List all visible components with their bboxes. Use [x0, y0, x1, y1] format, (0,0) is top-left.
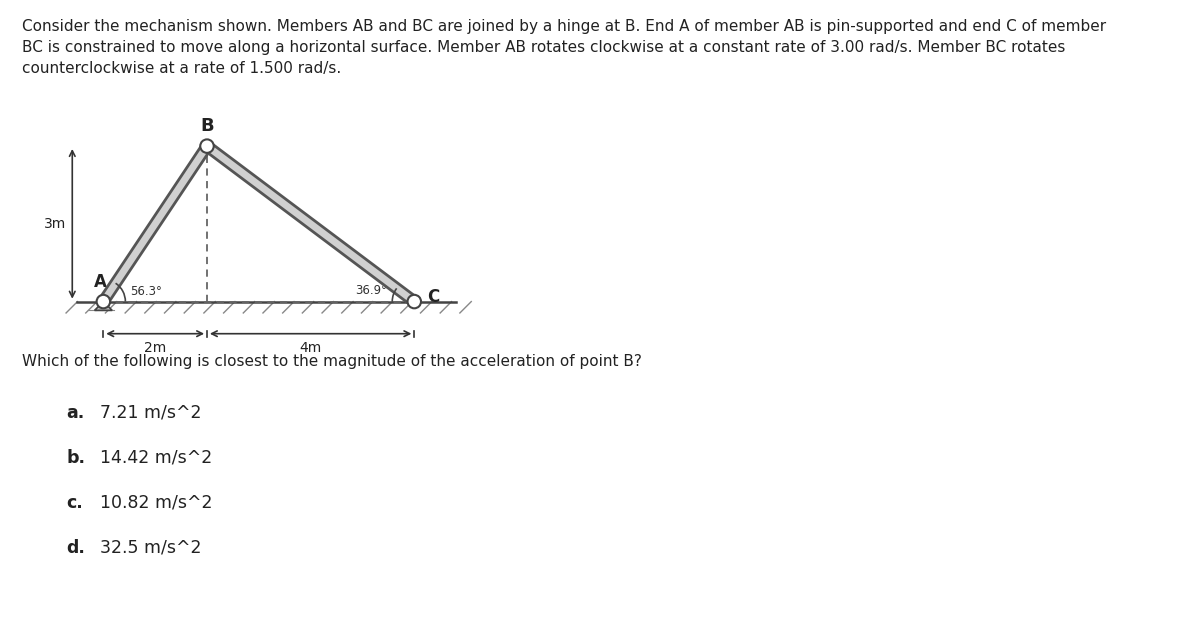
Text: Which of the following is closest to the magnitude of the acceleration of point : Which of the following is closest to the…	[22, 354, 642, 369]
Text: 3m: 3m	[44, 217, 66, 231]
Text: 14.42 m/s^2: 14.42 m/s^2	[100, 449, 212, 467]
Text: c.: c.	[66, 494, 83, 512]
Text: B: B	[200, 116, 214, 135]
Text: Consider the mechanism shown. Members AB and BC are joined by a hinge at B. End : Consider the mechanism shown. Members AB…	[22, 19, 1105, 76]
Text: 7.21 m/s^2: 7.21 m/s^2	[100, 404, 202, 422]
Text: A: A	[95, 273, 107, 291]
Text: 32.5 m/s^2: 32.5 m/s^2	[100, 539, 202, 557]
Text: b.: b.	[66, 449, 85, 467]
Text: 2m: 2m	[144, 341, 167, 355]
Circle shape	[97, 295, 110, 309]
Circle shape	[408, 295, 421, 309]
Text: 4m: 4m	[300, 341, 322, 355]
Polygon shape	[95, 302, 112, 310]
Text: a.: a.	[66, 404, 84, 422]
Text: d.: d.	[66, 539, 85, 557]
Text: 10.82 m/s^2: 10.82 m/s^2	[100, 494, 212, 512]
Circle shape	[200, 140, 214, 153]
Text: 36.9°: 36.9°	[355, 284, 388, 297]
Text: C: C	[427, 289, 439, 307]
Text: 56.3°: 56.3°	[131, 285, 162, 298]
